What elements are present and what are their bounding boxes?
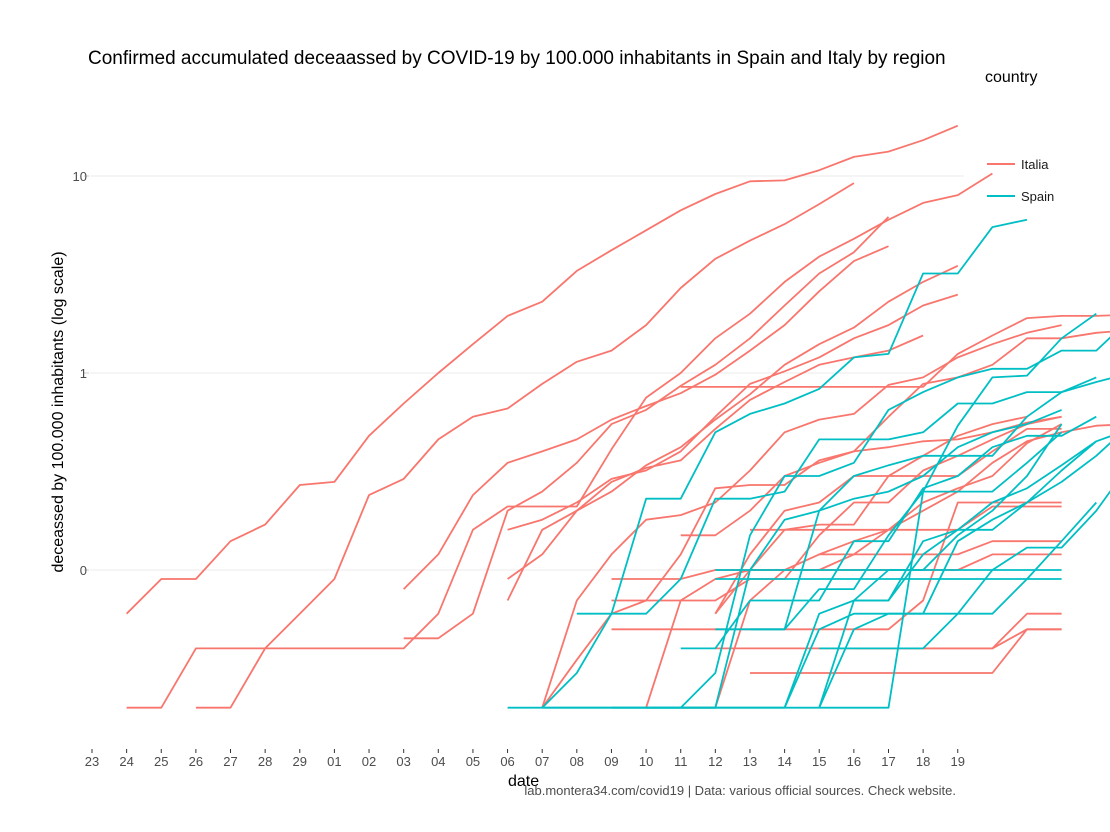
series-line-spain-35 bbox=[819, 490, 1110, 650]
series-line-italia-2 bbox=[195, 182, 855, 709]
series-line-spain-39 bbox=[818, 501, 1097, 709]
legend-item-italia: Italia bbox=[987, 157, 1049, 172]
x-tick-label: 03 bbox=[396, 754, 410, 769]
x-tick-label: 05 bbox=[466, 754, 480, 769]
x-tick-label: 25 bbox=[154, 754, 168, 769]
series-line-italia-23 bbox=[750, 628, 1062, 674]
x-tick-label: 11 bbox=[674, 754, 688, 769]
series-line-spain-33 bbox=[750, 431, 1063, 631]
x-tick-label: 23 bbox=[85, 754, 99, 769]
legend-title: country bbox=[985, 69, 1037, 86]
legend-label-spain: Spain bbox=[1021, 189, 1054, 204]
series-line-italia-14 bbox=[714, 415, 1028, 615]
y-axis-title: deceassed by 100.000 inhabitants (log sc… bbox=[50, 251, 67, 572]
x-tick-label: 08 bbox=[570, 754, 584, 769]
series-line-italia-4 bbox=[403, 216, 890, 640]
series-line-italia-17 bbox=[611, 501, 1062, 631]
x-tick-label: 04 bbox=[431, 754, 445, 769]
x-tick-label: 24 bbox=[119, 754, 133, 769]
x-tick-label: 17 bbox=[881, 754, 895, 769]
x-tick-label: 10 bbox=[639, 754, 653, 769]
y-tick-label: 0 bbox=[80, 563, 87, 578]
x-tick-label: 29 bbox=[293, 754, 307, 769]
legend-label-italia: Italia bbox=[1021, 157, 1049, 172]
x-tick-label: 19 bbox=[951, 754, 965, 769]
series-line-spain-24 bbox=[541, 218, 1028, 709]
series-line-italia-11 bbox=[645, 424, 1110, 708]
x-tick-label: 07 bbox=[535, 754, 549, 769]
x-tick-label: 18 bbox=[916, 754, 930, 769]
x-tick-label: 02 bbox=[362, 754, 376, 769]
series-line-spain-38 bbox=[853, 440, 1097, 602]
x-tick-label: 26 bbox=[189, 754, 203, 769]
series-line-italia-19 bbox=[750, 505, 1062, 531]
x-tick-label: 16 bbox=[847, 754, 861, 769]
x-tick-label: 13 bbox=[743, 754, 757, 769]
series-line-italia-7 bbox=[507, 334, 924, 580]
x-tick-label: 12 bbox=[708, 754, 722, 769]
x-tick-label: 09 bbox=[604, 754, 618, 769]
series-line-italia-13 bbox=[611, 415, 1062, 602]
x-tick-label: 14 bbox=[777, 754, 791, 769]
chart-caption: lab.montera34.com/covid19 | Data: variou… bbox=[524, 783, 956, 798]
series-line-italia-1 bbox=[126, 172, 993, 709]
series-line-italia-5 bbox=[506, 264, 959, 601]
series-line-italia-12 bbox=[541, 415, 1062, 709]
legend-item-spain: Spain bbox=[987, 189, 1054, 204]
x-axis-title: date bbox=[508, 773, 539, 790]
x-tick-label: 06 bbox=[500, 754, 514, 769]
series-line-spain-37 bbox=[783, 423, 1063, 709]
series-line-italia-0 bbox=[125, 124, 959, 615]
x-tick-label: 15 bbox=[812, 754, 826, 769]
x-tick-label: 27 bbox=[223, 754, 237, 769]
series-line-italia-8 bbox=[680, 314, 1110, 388]
y-tick-label: 1 bbox=[80, 366, 87, 381]
y-tick-label: 10 bbox=[73, 169, 87, 184]
series-line-italia-9 bbox=[541, 324, 1062, 708]
series-line-italia-3 bbox=[403, 245, 889, 590]
series-line-italia-21 bbox=[680, 553, 1062, 709]
series-line-spain-28 bbox=[680, 415, 1097, 650]
series-line-italia-6 bbox=[507, 293, 959, 531]
series-line-italia-22 bbox=[853, 612, 1062, 650]
series-line-italia-15 bbox=[611, 423, 1063, 580]
series-line-spain-27 bbox=[576, 377, 1110, 615]
series-line-spain-34 bbox=[646, 435, 1110, 709]
x-tick-label: 01 bbox=[327, 754, 341, 769]
series-line-italia-20 bbox=[819, 540, 1062, 556]
x-tick-label: 28 bbox=[258, 754, 272, 769]
series-lines bbox=[125, 124, 1110, 709]
x-axis-ticks: 23 24 25 26 27 28 29 01 02 03 04 05 06 07 08 09 10 11 12 13… bbox=[85, 749, 965, 769]
grid-lines bbox=[90, 175, 964, 571]
chart-title: Confirmed accumulated deceaassed by COVI… bbox=[88, 48, 946, 69]
legend: country Italia Spain bbox=[985, 69, 1054, 204]
